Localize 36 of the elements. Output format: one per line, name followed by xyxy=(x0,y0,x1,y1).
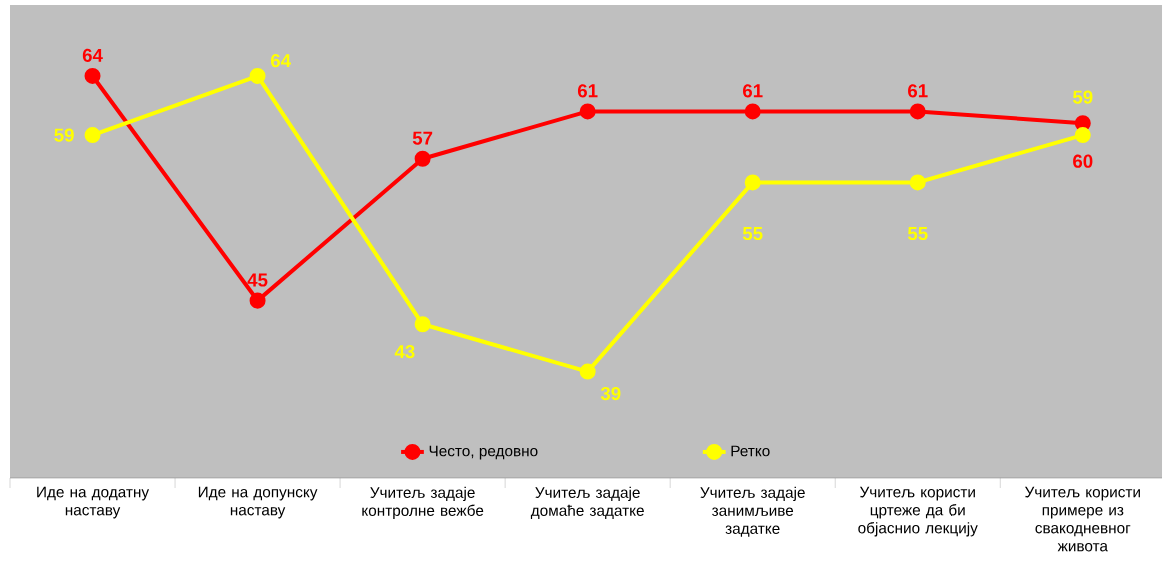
point xyxy=(579,103,596,120)
data-label: 57 xyxy=(412,131,433,145)
x-tick-label: Иде на допунску наставу xyxy=(198,486,318,519)
point xyxy=(744,103,761,120)
data-label: 61 xyxy=(577,84,598,98)
data-label: 64 xyxy=(82,48,103,62)
legend-label: Ретко xyxy=(731,445,770,457)
x-tick-label: Учитељ задаје домаће задатке xyxy=(530,486,644,519)
data-label: 64 xyxy=(270,54,291,68)
x-tick-label: Учитељ задаје занимљиве задатке xyxy=(700,486,805,537)
point xyxy=(579,363,596,380)
legend-label: Често, редовно xyxy=(429,445,538,460)
data-label: 61 xyxy=(743,84,763,98)
data-label: 55 xyxy=(742,227,763,241)
point xyxy=(744,174,761,191)
x-tick-label: Учитељ користи цртеже да би објаснио лекцију xyxy=(858,486,978,537)
x-tick-label: Иде на додатну наставу xyxy=(37,486,150,519)
point xyxy=(84,127,101,144)
data-label: 60 xyxy=(1073,154,1093,168)
x-tick-label: Учитељ користи примере из свакодневног живота xyxy=(1024,486,1140,552)
point xyxy=(249,67,266,84)
point xyxy=(1074,127,1091,144)
data-label: 59 xyxy=(54,128,74,142)
data-label: 39 xyxy=(600,386,621,401)
point xyxy=(414,150,431,167)
point xyxy=(414,316,431,333)
data-label: 61 xyxy=(908,84,928,98)
data-label: 59 xyxy=(1072,90,1093,104)
data-label: 55 xyxy=(907,227,928,241)
data-label: 45 xyxy=(247,273,268,287)
point xyxy=(909,174,926,191)
point xyxy=(249,292,266,309)
data-label: 43 xyxy=(394,344,415,359)
x-tick-label: Учитељ задаје контролне вежбе xyxy=(362,486,484,519)
point xyxy=(909,103,926,120)
point xyxy=(84,67,101,84)
